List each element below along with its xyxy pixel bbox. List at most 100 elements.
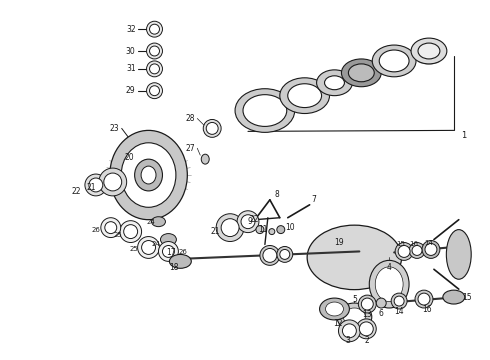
Text: 1: 1: [461, 131, 466, 140]
Ellipse shape: [280, 78, 329, 113]
Ellipse shape: [161, 234, 176, 246]
Ellipse shape: [375, 267, 403, 302]
Circle shape: [422, 240, 440, 258]
Text: 25: 25: [130, 247, 139, 252]
Circle shape: [105, 222, 117, 234]
Text: 13: 13: [363, 310, 372, 319]
Circle shape: [269, 229, 275, 235]
Text: 20: 20: [124, 153, 134, 162]
Ellipse shape: [319, 298, 349, 320]
Text: 24: 24: [152, 240, 161, 247]
Circle shape: [101, 218, 121, 238]
Circle shape: [142, 240, 155, 255]
Ellipse shape: [379, 50, 409, 72]
Text: 24: 24: [147, 219, 155, 225]
Circle shape: [206, 122, 218, 134]
Circle shape: [147, 83, 163, 99]
Text: 26: 26: [92, 226, 101, 233]
Ellipse shape: [307, 225, 402, 290]
Circle shape: [221, 219, 239, 237]
Text: 32: 32: [126, 25, 136, 34]
Text: 30: 30: [126, 46, 136, 55]
Circle shape: [361, 298, 373, 310]
Circle shape: [339, 320, 360, 342]
Ellipse shape: [337, 303, 372, 331]
Circle shape: [425, 243, 437, 255]
Circle shape: [99, 168, 127, 196]
Text: 10: 10: [285, 223, 294, 232]
Circle shape: [147, 21, 163, 37]
Circle shape: [412, 246, 422, 255]
Circle shape: [163, 246, 174, 257]
Circle shape: [203, 120, 221, 137]
Ellipse shape: [235, 89, 294, 132]
Ellipse shape: [446, 230, 471, 279]
Ellipse shape: [443, 290, 465, 304]
Text: 18: 18: [169, 263, 178, 272]
Circle shape: [149, 86, 159, 96]
Text: 23: 23: [109, 124, 119, 133]
Ellipse shape: [317, 70, 352, 96]
Circle shape: [89, 178, 103, 192]
Text: 8: 8: [275, 190, 280, 199]
Ellipse shape: [369, 260, 409, 308]
Ellipse shape: [325, 302, 343, 316]
Circle shape: [343, 324, 356, 338]
Text: 14: 14: [424, 239, 433, 246]
Text: 22: 22: [72, 188, 81, 197]
Text: 16: 16: [422, 306, 432, 315]
Ellipse shape: [141, 166, 156, 184]
Circle shape: [149, 64, 159, 74]
Text: 26: 26: [178, 249, 187, 256]
Text: 15: 15: [397, 242, 406, 247]
Circle shape: [149, 46, 159, 56]
Text: 15: 15: [462, 293, 471, 302]
Polygon shape: [127, 136, 138, 146]
Text: 21: 21: [211, 227, 220, 236]
Circle shape: [241, 215, 255, 229]
Circle shape: [394, 296, 404, 306]
Text: 9: 9: [247, 217, 252, 226]
Text: 29: 29: [126, 86, 136, 95]
Ellipse shape: [411, 38, 447, 64]
Ellipse shape: [342, 59, 381, 87]
Text: 22: 22: [250, 215, 260, 224]
Text: 4: 4: [387, 263, 392, 272]
Circle shape: [409, 243, 425, 258]
Circle shape: [216, 214, 244, 242]
Circle shape: [415, 290, 433, 308]
Text: 19: 19: [335, 238, 344, 247]
Text: 5: 5: [352, 294, 357, 303]
Circle shape: [149, 24, 159, 34]
Text: 12: 12: [333, 319, 342, 328]
Ellipse shape: [324, 76, 344, 90]
Ellipse shape: [372, 45, 416, 77]
Text: 6: 6: [379, 310, 384, 319]
Circle shape: [260, 246, 280, 265]
Ellipse shape: [288, 84, 321, 108]
Circle shape: [277, 226, 285, 234]
Ellipse shape: [418, 43, 440, 59]
Text: 2: 2: [365, 336, 369, 345]
Circle shape: [359, 322, 373, 336]
Ellipse shape: [121, 143, 176, 207]
Text: 17: 17: [166, 248, 175, 257]
Text: 21: 21: [86, 184, 96, 193]
Circle shape: [263, 248, 277, 262]
Text: 11: 11: [258, 225, 268, 234]
Text: 28: 28: [186, 114, 196, 123]
Circle shape: [123, 225, 138, 239]
Circle shape: [237, 211, 259, 233]
Circle shape: [147, 61, 163, 77]
Circle shape: [376, 298, 386, 308]
Circle shape: [395, 243, 413, 260]
Ellipse shape: [151, 217, 166, 227]
Circle shape: [418, 293, 430, 305]
Circle shape: [120, 221, 142, 243]
Text: 31: 31: [126, 64, 136, 73]
Circle shape: [398, 246, 410, 257]
Ellipse shape: [110, 130, 187, 220]
Ellipse shape: [201, 154, 209, 164]
Circle shape: [104, 173, 122, 191]
Ellipse shape: [243, 95, 287, 126]
